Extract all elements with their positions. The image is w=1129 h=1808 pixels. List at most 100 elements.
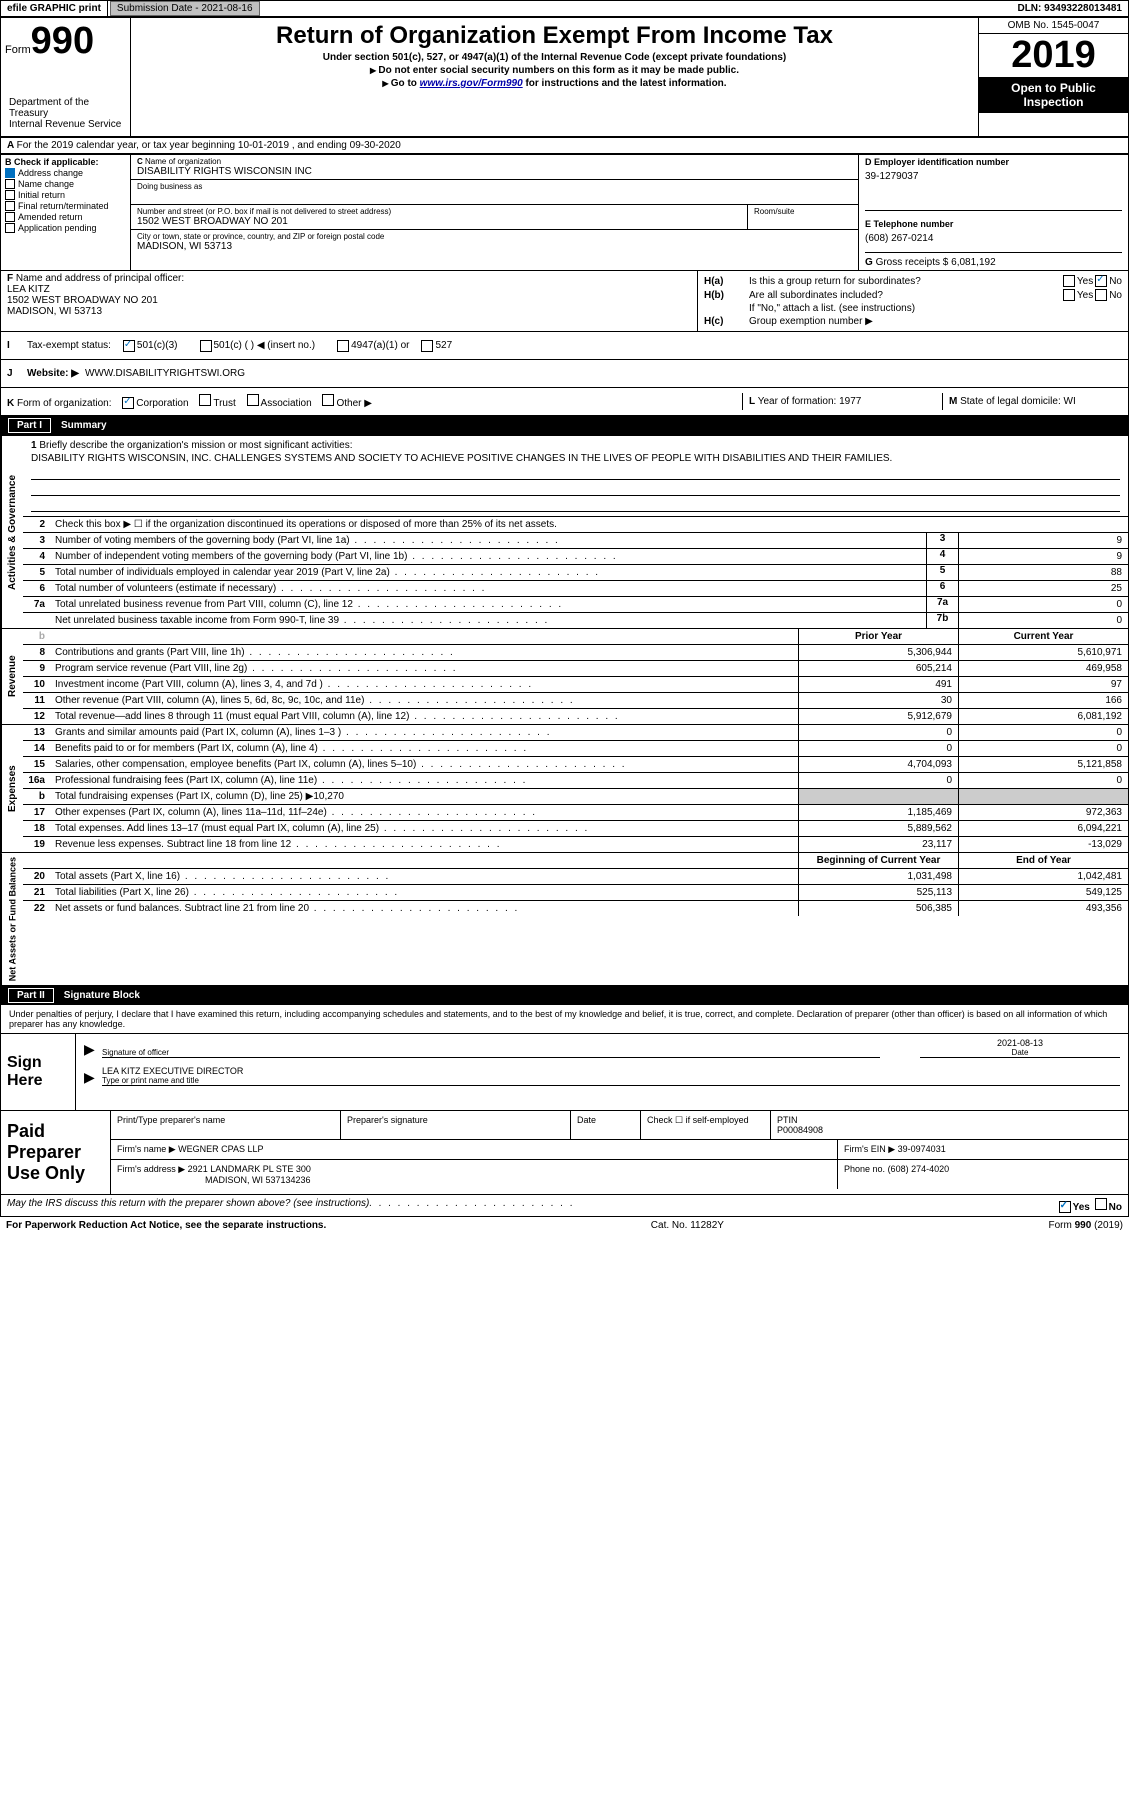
i-501c3[interactable] — [123, 340, 135, 352]
activities-row: Net unrelated business taxable income fr… — [23, 613, 1128, 628]
current-year-header: Current Year — [958, 629, 1128, 644]
hb-text: Are all subordinates included? — [749, 290, 1061, 301]
sub3-post: for instructions and the latest informat… — [523, 78, 727, 89]
activities-row: 6Total number of volunteers (estimate if… — [23, 581, 1128, 597]
org-name: DISABILITY RIGHTS WISCONSIN INC — [137, 166, 852, 177]
end-year-header: End of Year — [958, 853, 1128, 868]
i-opt1: 501(c) ( ) ◀ (insert no.) — [214, 340, 316, 351]
table-row: 19Revenue less expenses. Subtract line 1… — [23, 837, 1128, 852]
part2-bar: Part II Signature Block — [0, 986, 1129, 1005]
f-label: Name and address of principal officer: — [16, 273, 184, 284]
table-row: 9Program service revenue (Part VIII, lin… — [23, 661, 1128, 677]
sub3-pre: Go to — [391, 78, 420, 89]
i-527[interactable] — [421, 340, 433, 352]
form-990: 990 — [31, 20, 94, 62]
i-501c[interactable] — [200, 340, 212, 352]
row-klm: K Form of organization: Corporation Trus… — [0, 388, 1129, 416]
chk-amended[interactable]: Amended return — [5, 212, 126, 222]
col-deg: D Employer identification number 39-1279… — [858, 155, 1128, 270]
hb-no[interactable] — [1095, 289, 1107, 301]
k-trust[interactable] — [199, 394, 211, 406]
irs-link[interactable]: www.irs.gov/Form990 — [420, 78, 523, 89]
gross-receipts: 6,081,192 — [951, 257, 996, 268]
prep-ptin: PTINP00084908 — [771, 1111, 1128, 1139]
sub1: Under section 501(c), 527, or 4947(a)(1)… — [135, 52, 974, 63]
section-fh: F Name and address of principal officer:… — [0, 271, 1129, 332]
j-label: Website: ▶ — [27, 368, 79, 379]
section-bcdeg: B Check if applicable: Address change Na… — [0, 154, 1129, 271]
chk-name-change[interactable]: Name change — [5, 179, 126, 189]
part1-title: Summary — [61, 420, 107, 431]
ha-label: H(a) — [704, 276, 749, 287]
beg-year-header: Beginning of Current Year — [798, 853, 958, 868]
table-row: 12Total revenue—add lines 8 through 11 (… — [23, 709, 1128, 724]
hb-label: H(b) — [704, 290, 749, 301]
i-4947[interactable] — [337, 340, 349, 352]
phone-value: (608) 267-0214 — [865, 233, 1122, 244]
sig-date: 2021-08-13Date — [920, 1038, 1120, 1058]
ein-value: 39-1279037 — [865, 171, 1122, 182]
q1-block: 1 Briefly describe the organization's mi… — [23, 436, 1128, 517]
print-button[interactable]: Submission Date - 2021-08-16 — [110, 1, 260, 16]
dln-label: DLN: 93493228013481 — [1011, 1, 1128, 16]
activities-section: Activities & Governance 1 Briefly descri… — [0, 435, 1129, 629]
prep-selfemp[interactable]: Check ☐ if self-employed — [641, 1111, 771, 1139]
sign-here-block: Sign Here ▶ Signature of officer 2021-08… — [0, 1034, 1129, 1111]
revenue-section: Revenue b Prior Year Current Year 8Contr… — [0, 629, 1129, 725]
part1-bar: Part I Summary — [0, 416, 1129, 435]
table-row: 13Grants and similar amounts paid (Part … — [23, 725, 1128, 741]
omb-number: OMB No. 1545-0047 — [979, 18, 1128, 34]
form-number-block: Form990 Department of the Treasury Inter… — [1, 18, 131, 136]
sig-officer-line[interactable]: Signature of officer — [102, 1038, 880, 1058]
discuss-yes[interactable] — [1059, 1201, 1071, 1213]
revenue-vert: Revenue — [1, 629, 23, 724]
footer: For Paperwork Reduction Act Notice, see … — [0, 1217, 1129, 1234]
sig-arrow-icon: ▶ — [84, 1041, 102, 1058]
col-h-group: H(a)Is this a group return for subordina… — [698, 271, 1128, 331]
q2-row: 2 Check this box ▶ ☐ if the organization… — [23, 517, 1128, 533]
revenue-header: b Prior Year Current Year — [23, 629, 1128, 645]
table-row: 21Total liabilities (Part X, line 26)525… — [23, 885, 1128, 901]
chk-final-return[interactable]: Final return/terminated — [5, 201, 126, 211]
sig-declaration: Under penalties of perjury, I declare th… — [0, 1005, 1129, 1034]
paperwork-notice: For Paperwork Reduction Act Notice, see … — [6, 1220, 326, 1231]
k-other[interactable] — [322, 394, 334, 406]
form-title: Return of Organization Exempt From Incom… — [135, 22, 974, 50]
q1-text: Briefly describe the organization's miss… — [39, 440, 352, 451]
state-domicile: WI — [1064, 396, 1076, 407]
part2-label: Part II — [8, 988, 54, 1003]
preparer-label: Paid Preparer Use Only — [1, 1111, 111, 1194]
chk-initial-return[interactable]: Initial return — [5, 190, 126, 200]
col-b-checks: B Check if applicable: Address change Na… — [1, 155, 131, 270]
website-value: WWW.DISABILITYRIGHTSWI.ORG — [85, 368, 245, 379]
sig-name-line: LEA KITZ EXECUTIVE DIRECTORType or print… — [102, 1066, 1120, 1086]
form-footer: Form 990 (2019) — [1049, 1220, 1123, 1231]
title-block: Return of Organization Exempt From Incom… — [131, 18, 978, 136]
chk-address-change[interactable]: Address change — [5, 168, 126, 178]
table-row: bTotal fundraising expenses (Part IX, co… — [23, 789, 1128, 805]
expenses-section: Expenses 13Grants and similar amounts pa… — [0, 725, 1129, 853]
efile-label: efile GRAPHIC print — [1, 1, 108, 16]
k-opt3: Other ▶ — [336, 398, 371, 409]
chk-pending[interactable]: Application pending — [5, 223, 126, 233]
ha-no[interactable] — [1095, 275, 1107, 287]
org-city: MADISON, WI 53713 — [137, 241, 852, 252]
k-form-org: K Form of organization: Corporation Trus… — [7, 394, 742, 409]
omb-year-block: OMB No. 1545-0047 2019 Open to Public In… — [978, 18, 1128, 136]
table-row: 18Total expenses. Add lines 13–17 (must … — [23, 821, 1128, 837]
k-corp[interactable] — [122, 397, 134, 409]
col-f-officer: F Name and address of principal officer:… — [1, 271, 698, 331]
prep-sig-header: Preparer's signature — [341, 1111, 571, 1139]
cat-no: Cat. No. 11282Y — [651, 1220, 724, 1231]
b-header: B Check if applicable: — [5, 157, 126, 167]
prep-name-header: Print/Type preparer's name — [111, 1111, 341, 1139]
ha-yes[interactable] — [1063, 275, 1075, 287]
q2-text: Check this box ▶ ☐ if the organization d… — [51, 517, 1128, 532]
mission-text: DISABILITY RIGHTS WISCONSIN, INC. CHALLE… — [31, 453, 1120, 464]
c-addr-row: Number and street (or P.O. box if mail i… — [131, 205, 858, 230]
k-opt1: Trust — [213, 398, 235, 409]
k-assoc[interactable] — [247, 394, 259, 406]
sign-here-label: Sign Here — [1, 1034, 76, 1110]
discuss-no[interactable] — [1095, 1198, 1107, 1210]
hb-yes[interactable] — [1063, 289, 1075, 301]
